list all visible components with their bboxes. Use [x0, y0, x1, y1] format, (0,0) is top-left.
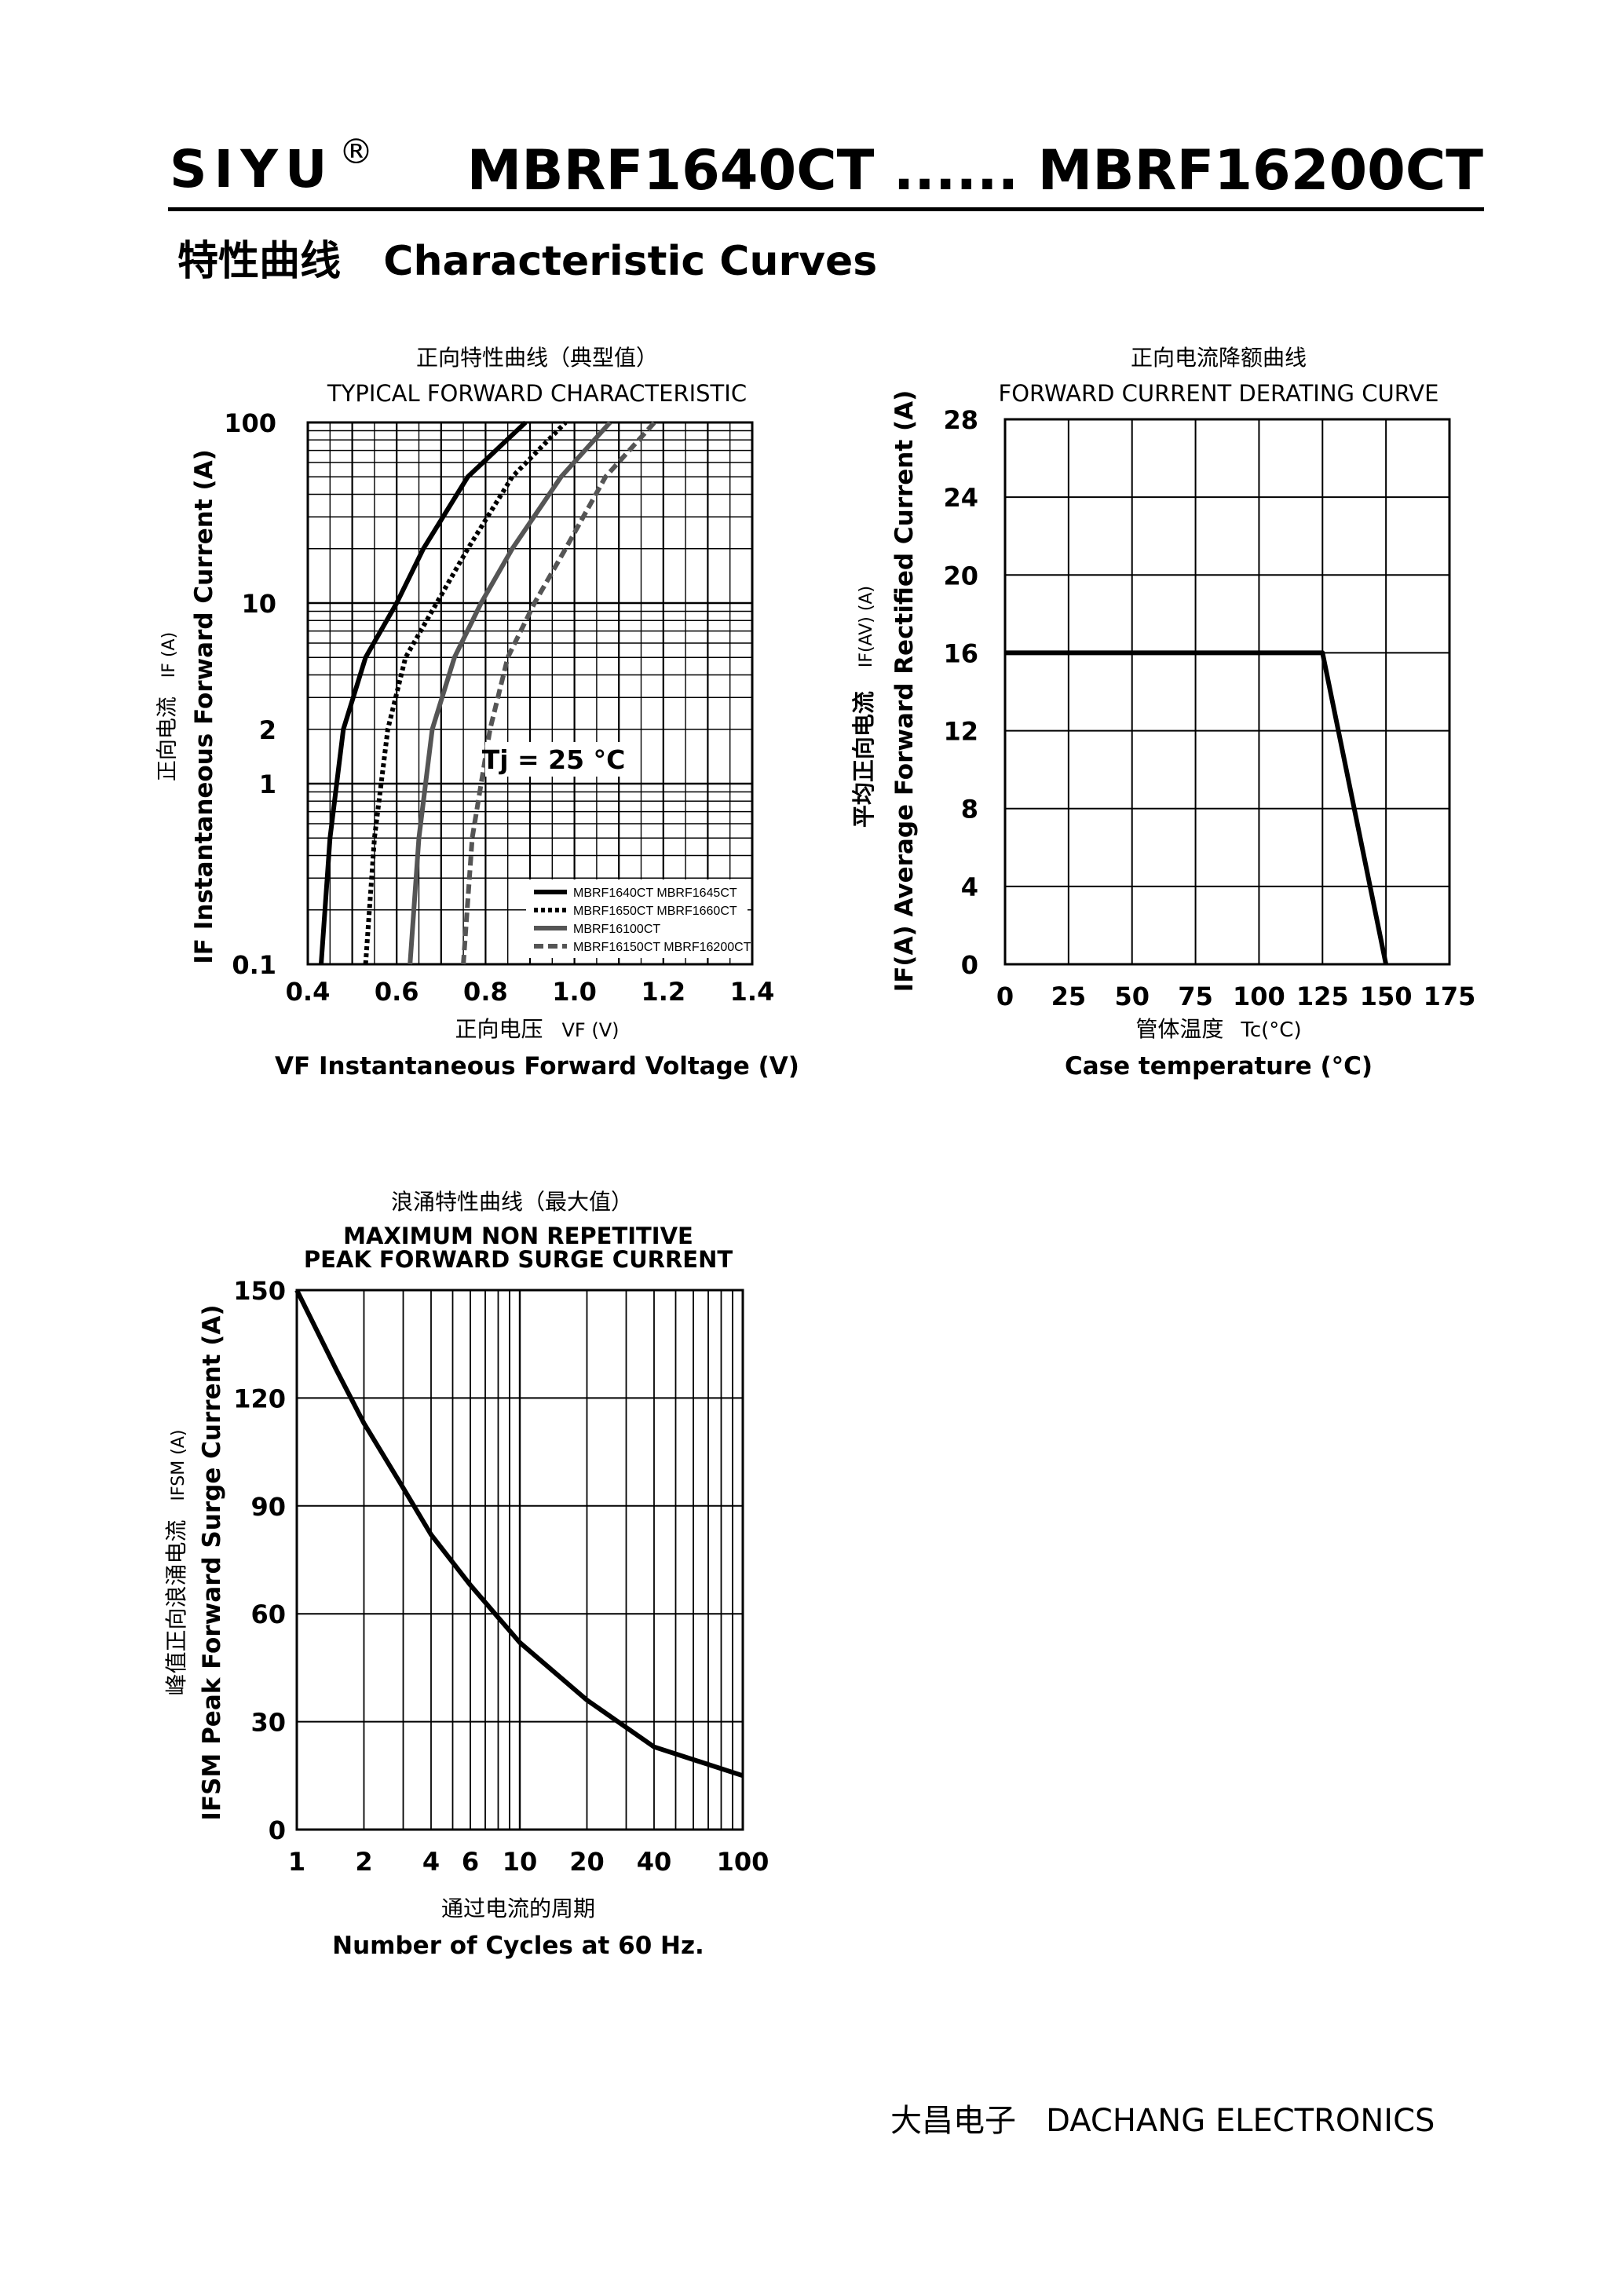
legend-label-3: MBRF16100CT [573, 923, 660, 936]
x-tick-label: 100 [717, 1847, 769, 1877]
surge-xlabel: Number of Cycles at 60 Hz. [332, 1932, 704, 1960]
plot-frame [295, 1289, 744, 1831]
surge-xlabel-cn: 通过电流的周期 [441, 1896, 595, 1921]
header-divider [168, 207, 1484, 211]
derating-ylabel-cn: 平均正向电流IF(AV) (A) [850, 586, 877, 828]
plot-frame [306, 421, 754, 966]
surge-x-ticks: 1 2 4 6 10 20 40 100 [288, 1847, 769, 1877]
x-tick-label: 150 [1360, 982, 1413, 1011]
derating-title-cn: 正向电流降额曲线 [1131, 345, 1307, 371]
part-number-range: MBRF1640CT ...... MBRF16200CT [466, 138, 1483, 203]
brand-name: SIYU [170, 139, 334, 199]
forward-y-ticks: 0.1 1 2 10 100 [224, 408, 276, 980]
x-tick-label: 175 [1424, 982, 1476, 1011]
series-line-2 [363, 420, 568, 965]
y-tick-label: 90 [250, 1492, 286, 1522]
y-tick-label: 30 [250, 1708, 286, 1738]
x-tick-label: 2 [355, 1847, 372, 1877]
y-tick-label: 10 [241, 589, 276, 619]
plot-frame [1003, 418, 1451, 966]
legend-label-1: MBRF1640CT MBRF1645CT [573, 887, 737, 900]
y-tick-label: 0 [961, 950, 978, 980]
x-tick-label: 100 [1233, 982, 1285, 1011]
x-tick-label: 40 [637, 1847, 672, 1877]
x-tick-label: 4 [422, 1847, 440, 1877]
x-tick-label: 125 [1296, 982, 1349, 1011]
surge-grid [295, 1289, 744, 1831]
x-tick-label: 6 [462, 1847, 479, 1877]
surge-title-cn: 浪涌特性曲线（最大值） [391, 1189, 633, 1215]
forward-ylabel-cn: 正向电流IF (A) [155, 632, 180, 781]
y-tick-label: 0.1 [232, 950, 276, 980]
forward-xlabel-cn: 正向电压 VF (V) [455, 1016, 619, 1042]
surge-curve [294, 1289, 744, 1779]
y-tick-label: 24 [943, 483, 978, 513]
forward-curves [319, 420, 656, 965]
registered-mark: ® [338, 132, 374, 172]
y-tick-label: 100 [224, 408, 276, 438]
surge-ylabel: IFSM Peak Forward Surge Current (A) [198, 1304, 226, 1820]
surge-title-line1: MAXIMUM NON REPETITIVE [343, 1223, 693, 1249]
x-tick-label: 1.4 [730, 977, 775, 1007]
derating-line [1005, 650, 1389, 965]
y-tick-label: 2 [259, 715, 276, 745]
x-tick-label: 1.0 [552, 977, 597, 1007]
derating-x-ticks: 0 25 50 75 100 125 150 175 [996, 982, 1476, 1011]
series-line-1 [319, 420, 528, 965]
x-tick-label: 0.6 [375, 977, 419, 1007]
footer-company: 大昌电子 DACHANG ELECTRONICS [890, 2103, 1435, 2139]
y-tick-label: 60 [250, 1600, 286, 1629]
derating-title: FORWARD CURRENT DERATING CURVE [999, 380, 1439, 407]
x-tick-label: 1.2 [641, 977, 685, 1007]
forward-title-cn: 正向特性曲线（典型值） [416, 345, 658, 371]
y-tick-label: 20 [943, 561, 978, 590]
y-tick-label: 150 [233, 1276, 286, 1306]
forward-legend: MBRF1640CT MBRF1645CT MBRF1650CT MBRF1660… [526, 879, 751, 958]
x-tick-label: 0.4 [286, 977, 331, 1007]
series-line-3 [408, 420, 612, 965]
y-tick-label: 1 [259, 770, 276, 799]
x-tick-label: 10 [503, 1847, 538, 1877]
x-tick-label: 75 [1178, 982, 1213, 1011]
x-tick-label: 50 [1114, 982, 1150, 1011]
tj-annotation: Tj = 25 °C [482, 744, 626, 775]
legend-label-2: MBRF1650CT MBRF1660CT [573, 905, 737, 918]
forward-ylabel: IF Instantaneous Forward Current (A) [190, 449, 218, 964]
y-tick-label: 8 [961, 795, 978, 824]
forward-title: TYPICAL FORWARD CHARACTERISTIC [327, 380, 747, 407]
derating-y-ticks: 0 4 8 12 16 20 24 28 [943, 405, 978, 980]
surge-ylabel-cn: 峰值正向浪涌电流IFSM (A) [163, 1430, 189, 1696]
y-tick-label: 120 [233, 1384, 286, 1413]
section-title: 特性曲线 Characteristic Curves [177, 238, 878, 285]
y-tick-label: 12 [943, 717, 978, 747]
series-line-4 [461, 420, 656, 965]
x-tick-label: 0 [996, 982, 1014, 1011]
legend-label-4: MBRF16150CT MBRF16200CT [573, 941, 751, 954]
x-tick-label: 25 [1051, 982, 1087, 1011]
brand-logo: SIYU ® [170, 132, 373, 199]
x-tick-label: 20 [569, 1847, 605, 1877]
y-tick-label: 28 [943, 405, 978, 435]
forward-xlabel: VF Instantaneous Forward Voltage (V) [275, 1052, 799, 1080]
forward-x-ticks: 0.4 0.6 0.8 1.0 1.2 1.4 [286, 977, 775, 1007]
x-tick-label: 1 [288, 1847, 305, 1877]
y-tick-label: 4 [961, 872, 978, 902]
x-tick-label: 0.8 [463, 977, 508, 1007]
y-tick-label: 16 [943, 638, 978, 668]
forward-grid [306, 421, 754, 966]
y-tick-label: 0 [269, 1815, 286, 1845]
derating-xlabel: Case temperature (°C) [1065, 1052, 1373, 1080]
derating-xlabel-cn: 管体温度 Tc(°C) [1135, 1016, 1301, 1042]
surge-y-ticks: 0 30 60 90 120 150 [233, 1276, 286, 1845]
tj-annotation-bg [485, 742, 622, 777]
surge-title-line2: PEAK FORWARD SURGE CURRENT [304, 1246, 733, 1273]
derating-curve [1005, 650, 1389, 965]
surge-line [294, 1289, 744, 1779]
derating-ylabel: IF(A) Average Forward Rectified Current … [890, 390, 919, 993]
